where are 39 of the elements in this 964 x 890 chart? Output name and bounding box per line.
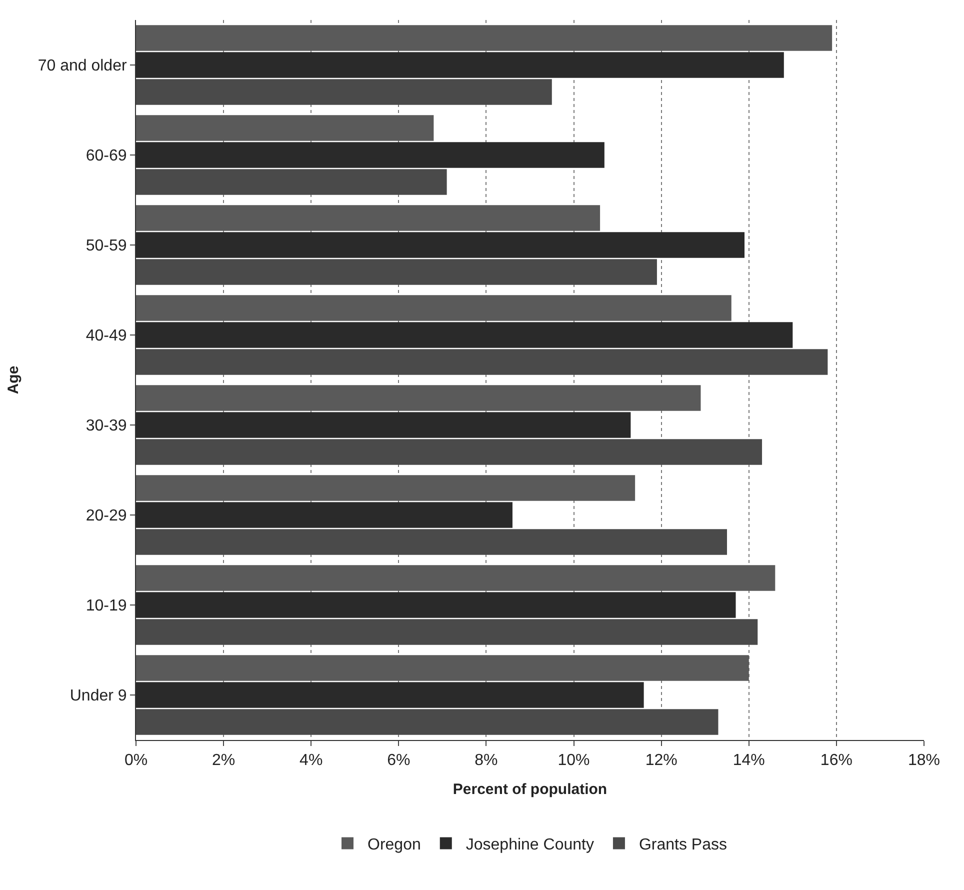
bar (136, 169, 447, 195)
bar (136, 385, 701, 411)
x-tick-label: 0% (124, 752, 148, 770)
x-tick-label: 18% (908, 752, 940, 770)
y-tick-label: 60-69 (86, 148, 127, 165)
x-tick-label: 14% (732, 752, 765, 770)
legend-label: Grants Pass (638, 836, 727, 854)
bar (136, 529, 727, 555)
bar (136, 295, 732, 321)
x-tick-label: 2% (212, 752, 236, 770)
y-tick-label: 50-59 (86, 238, 127, 255)
y-tick-label: 70 and older (38, 58, 128, 75)
x-axis-title: Percent of population (452, 781, 608, 798)
bar (136, 439, 762, 465)
y-tick-label: 20-29 (86, 508, 127, 525)
x-tick-label: 12% (645, 752, 678, 770)
bar (136, 25, 832, 51)
bar (136, 79, 552, 105)
x-tick-label: 8% (474, 752, 498, 770)
x-tick-label: 6% (387, 752, 410, 770)
bar (136, 259, 657, 285)
legend-label: Oregon (368, 836, 421, 854)
y-tick-label: 30-39 (86, 418, 127, 435)
legend-label: Josephine County (466, 836, 594, 854)
bar (136, 655, 749, 681)
bar (136, 619, 758, 645)
bar (136, 349, 828, 375)
bar (136, 115, 434, 141)
bar (136, 475, 636, 501)
x-tick-label: 16% (820, 752, 852, 770)
y-tick-label: Under 9 (70, 688, 127, 705)
y-tick-label: 10-19 (86, 598, 127, 615)
bar (136, 205, 600, 231)
x-tick-label: 4% (300, 752, 323, 770)
x-tick-label: 10% (558, 752, 590, 770)
bar (136, 709, 718, 735)
y-tick-label: 40-49 (86, 328, 127, 345)
y-axis-title: Age (5, 366, 22, 394)
bar (136, 565, 776, 591)
